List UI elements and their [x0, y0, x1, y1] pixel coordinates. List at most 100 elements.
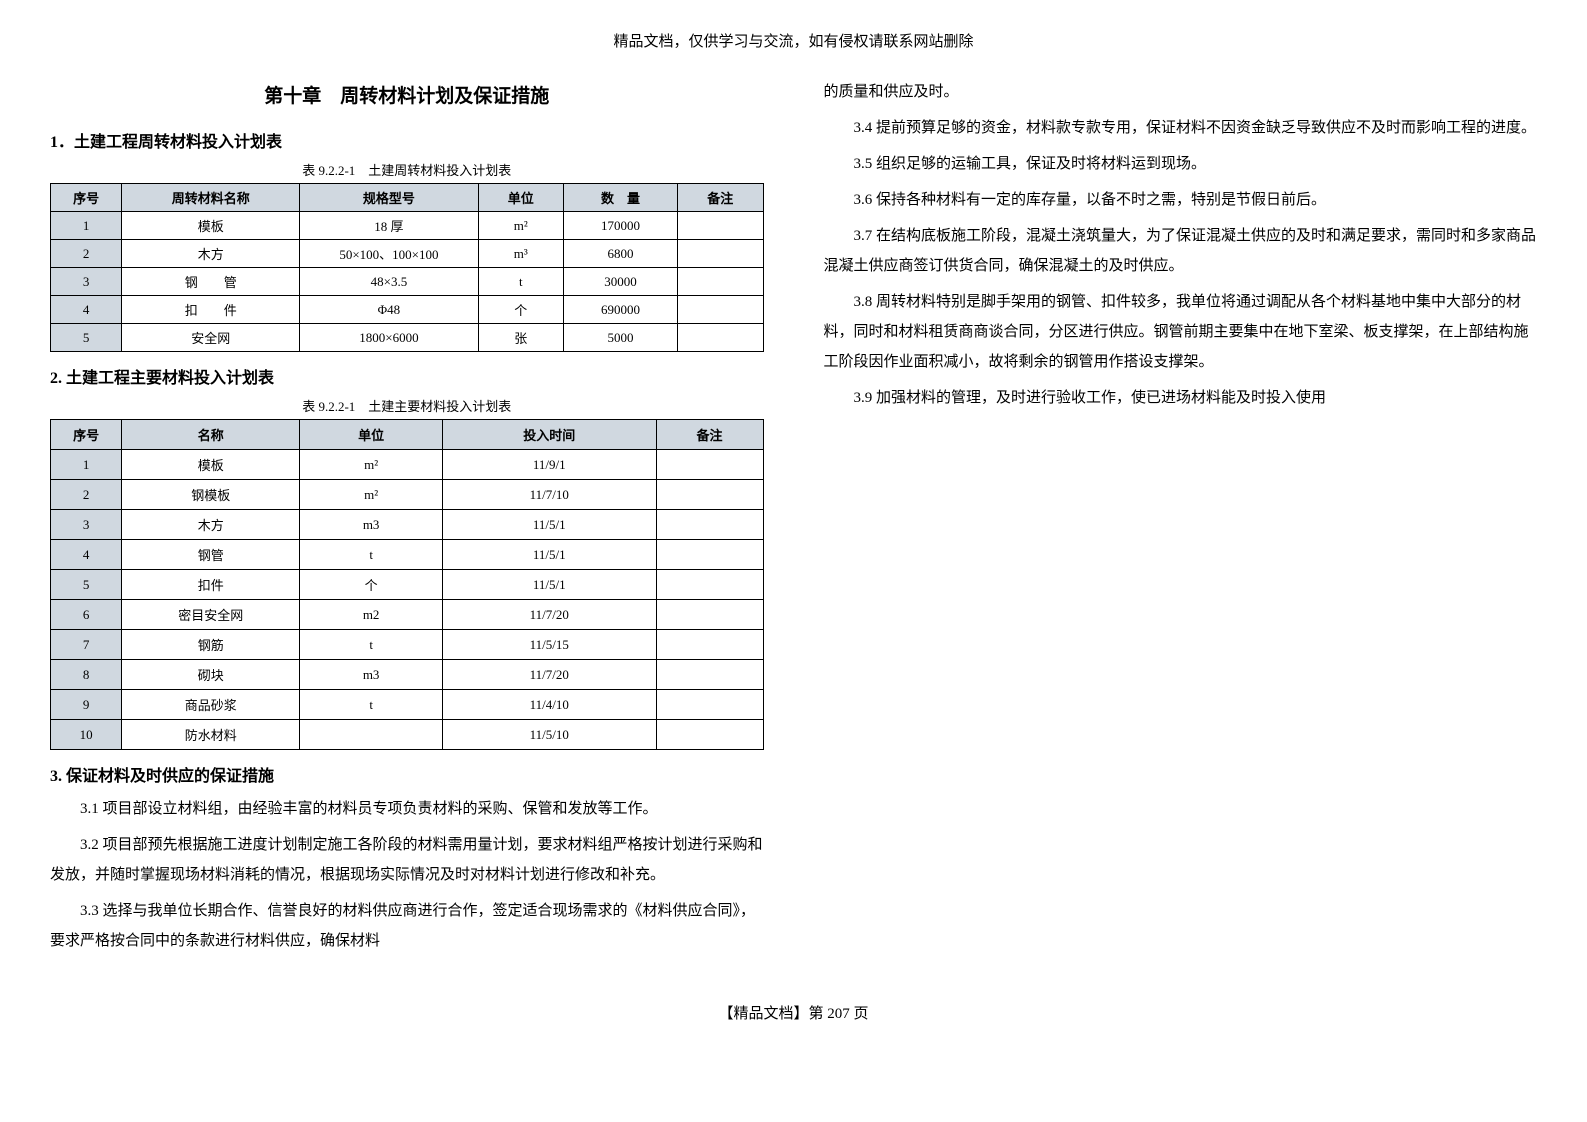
table-cell: 11/5/1: [442, 540, 656, 570]
table-cell: 砌块: [122, 660, 300, 690]
table-cell: t: [300, 630, 443, 660]
body-paragraph: 3.7 在结构底板施工阶段，混凝土浇筑量大，为了保证混凝土供应的及时和满足要求，…: [824, 221, 1538, 281]
table-cell: 张: [478, 324, 564, 352]
table-row: 4扣 件Φ48个690000: [51, 296, 764, 324]
table-cell: m³: [478, 240, 564, 268]
table-cell: [656, 630, 763, 660]
table-cell: 安全网: [122, 324, 300, 352]
table-cell: [656, 570, 763, 600]
table-cell: 1: [51, 450, 122, 480]
table-cell: 30000: [564, 268, 678, 296]
table-row: 8砌块m311/7/20: [51, 660, 764, 690]
table-cell: 11/5/1: [442, 570, 656, 600]
table-cell: 模板: [122, 450, 300, 480]
table-cell: 11/9/1: [442, 450, 656, 480]
table-header-cell: 单位: [478, 184, 564, 212]
table-cell: 11/5/10: [442, 720, 656, 750]
table-cell: [656, 600, 763, 630]
chapter-title: 第十章 周转材料计划及保证措施: [50, 81, 764, 108]
table-header-cell: 备注: [656, 420, 763, 450]
table-cell: 5: [51, 324, 122, 352]
table-header-cell: 单位: [300, 420, 443, 450]
table-cell: 钢模板: [122, 480, 300, 510]
table-cell: [678, 240, 764, 268]
table-cell: 170000: [564, 212, 678, 240]
table-cell: [656, 660, 763, 690]
table-cell: m²: [478, 212, 564, 240]
table-cell: 1800×6000: [300, 324, 478, 352]
table-cell: m2: [300, 600, 443, 630]
table-row: 2木方50×100、100×100m³6800: [51, 240, 764, 268]
body-paragraph: 3.6 保持各种材料有一定的库存量，以备不时之需，特别是节假日前后。: [824, 185, 1538, 215]
section2-title: 2. 土建工程主要材料投入计划表: [50, 364, 764, 388]
table-header-cell: 周转材料名称: [122, 184, 300, 212]
table-cell: 18 厚: [300, 212, 478, 240]
body-paragraph: 3.8 周转材料特别是脚手架用的钢管、扣件较多，我单位将通过调配从各个材料基地中…: [824, 287, 1538, 377]
table-cell: 6: [51, 600, 122, 630]
table-cell: 5: [51, 570, 122, 600]
table-cell: 11/7/20: [442, 600, 656, 630]
table-cell: 11/7/10: [442, 480, 656, 510]
table-cell: 4: [51, 540, 122, 570]
table-cell: 个: [478, 296, 564, 324]
table-row: 6密目安全网m211/7/20: [51, 600, 764, 630]
table-row: 7钢筋t11/5/15: [51, 630, 764, 660]
table-header-cell: 投入时间: [442, 420, 656, 450]
table-row: 5扣件个11/5/1: [51, 570, 764, 600]
table-cell: [678, 324, 764, 352]
table-cell: m²: [300, 480, 443, 510]
table-row: 3木方m311/5/1: [51, 510, 764, 540]
table-cell: 9: [51, 690, 122, 720]
table-cell: 11/5/15: [442, 630, 656, 660]
table-cell: 5000: [564, 324, 678, 352]
body-paragraph: 3.2 项目部预先根据施工进度计划制定施工各阶段的材料需用量计划，要求材料组严格…: [50, 830, 764, 890]
body-paragraph: 3.5 组织足够的运输工具，保证及时将材料运到现场。: [824, 149, 1538, 179]
table-cell: 3: [51, 268, 122, 296]
left-column: 第十章 周转材料计划及保证措施 1．土建工程周转材料投入计划表 表 9.2.2-…: [50, 71, 764, 962]
right-column: 的质量和供应及时。 3.4 提前预算足够的资金，材料款专款专用，保证材料不因资金缺…: [824, 71, 1538, 962]
table-cell: [678, 296, 764, 324]
table-cell: 6800: [564, 240, 678, 268]
table-header-cell: 序号: [51, 184, 122, 212]
table-cell: 扣件: [122, 570, 300, 600]
body-paragraph: 3.4 提前预算足够的资金，材料款专款专用，保证材料不因资金缺乏导致供应不及时而…: [824, 113, 1538, 143]
table-cell: [656, 510, 763, 540]
two-column-layout: 第十章 周转材料计划及保证措施 1．土建工程周转材料投入计划表 表 9.2.2-…: [50, 71, 1537, 962]
table-cell: 商品砂浆: [122, 690, 300, 720]
table-cell: [656, 450, 763, 480]
table-row: 5安全网1800×6000张5000: [51, 324, 764, 352]
table-row: 4钢管t11/5/1: [51, 540, 764, 570]
table-cell: 11/4/10: [442, 690, 656, 720]
table-cell: 4: [51, 296, 122, 324]
table-cell: 48×3.5: [300, 268, 478, 296]
table-row: 2钢模板m²11/7/10: [51, 480, 764, 510]
table-cell: 690000: [564, 296, 678, 324]
table-cell: 10: [51, 720, 122, 750]
table-cell: 7: [51, 630, 122, 660]
table-header-cell: 数 量: [564, 184, 678, 212]
table-cell: m²: [300, 450, 443, 480]
table-cell: [678, 268, 764, 296]
table-header-cell: 序号: [51, 420, 122, 450]
table-main-materials: 序号名称单位投入时间备注 1模板m²11/9/12钢模板m²11/7/103木方…: [50, 419, 764, 750]
table-cell: 木方: [122, 510, 300, 540]
table-row: 10防水材料11/5/10: [51, 720, 764, 750]
table-header-cell: 名称: [122, 420, 300, 450]
body-paragraph: 3.3 选择与我单位长期合作、信誉良好的材料供应商进行合作，签定适合现场需求的《…: [50, 896, 764, 956]
table-cell: [300, 720, 443, 750]
table-turnover-materials: 序号周转材料名称规格型号单位数 量备注 1模板18 厚m²1700002木方50…: [50, 183, 764, 352]
table-cell: m3: [300, 510, 443, 540]
header-note: 精品文档，仅供学习与交流，如有侵权请联系网站删除: [50, 30, 1537, 51]
table-cell: [678, 212, 764, 240]
table-cell: 扣 件: [122, 296, 300, 324]
body-paragraph: 的质量和供应及时。: [824, 77, 1538, 107]
page-footer: 【精品文档】第 207 页: [50, 1002, 1537, 1023]
table-cell: [656, 720, 763, 750]
table-row: 3钢 管48×3.5t30000: [51, 268, 764, 296]
table-cell: 2: [51, 480, 122, 510]
table-header-cell: 备注: [678, 184, 764, 212]
table-cell: 11/7/20: [442, 660, 656, 690]
table-row: 1模板18 厚m²170000: [51, 212, 764, 240]
table-cell: 钢 管: [122, 268, 300, 296]
table-cell: t: [478, 268, 564, 296]
